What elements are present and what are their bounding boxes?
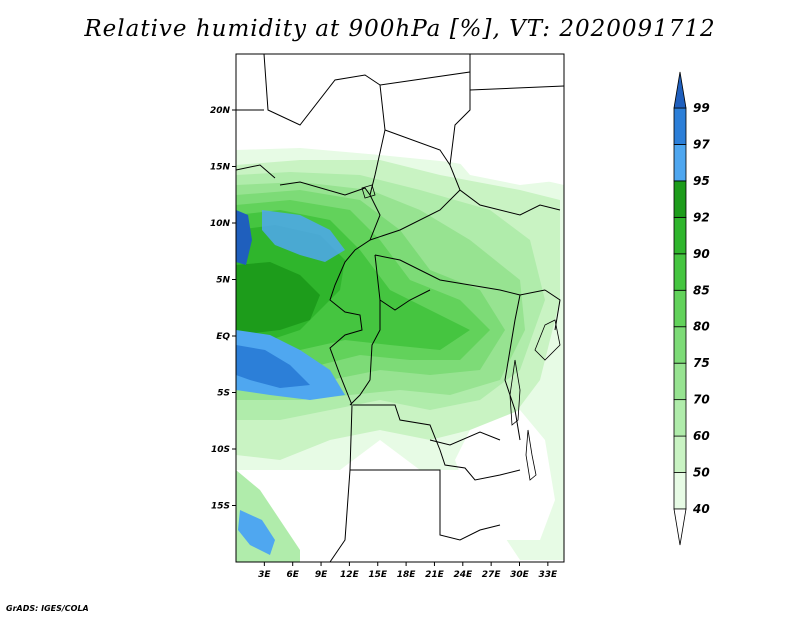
lon-label-4: 15E [368, 570, 388, 580]
chart-title: Relative humidity at 900hPa [%], VT: 202… [84, 16, 716, 42]
lat-label-1: 15N [210, 163, 231, 173]
rh-97-region [236, 345, 310, 388]
rh-92-region [236, 262, 320, 335]
humidity-field [236, 54, 564, 562]
dry-patch-north [440, 130, 564, 185]
rh-95-nigeria [262, 210, 345, 262]
lon-label-1: 6E [286, 570, 299, 580]
colorbar-segment-10 [673, 107, 687, 145]
lon-label-6: 21E [425, 570, 445, 580]
colorbar-segment-7 [673, 216, 687, 255]
colorbar-label-90: 90 [693, 247, 710, 261]
lat-label-5: 5S [217, 389, 230, 399]
colorbar-bottom-arrow [673, 508, 687, 546]
lat-label-4: EQ [216, 332, 230, 342]
rh-sw-blue [238, 510, 275, 555]
lon-label-9: 30E [510, 570, 530, 580]
latitude-axis: 20N 15N 10N 5N EQ 5S 10S 15S [210, 106, 236, 512]
colorbar-label-95: 95 [693, 174, 710, 188]
lon-label-3: 12E [340, 570, 360, 580]
lon-label-2: 9E [315, 570, 328, 580]
colorbar-segment-6 [673, 253, 687, 291]
longitude-axis: 3E 6E 9E 12E 15E 18E 21E 24E 27E 30E 33E [258, 562, 558, 580]
colorbar-label-70: 70 [693, 393, 710, 407]
colorbar-segment-8 [673, 180, 687, 218]
colorbar-segment-4 [673, 326, 687, 364]
colorbar-label-80: 80 [693, 320, 710, 334]
map-frame [235, 53, 565, 563]
colorbar-segment-0 [673, 472, 687, 510]
colorbar-label-85: 85 [693, 283, 710, 297]
colorbar-segment-5 [673, 289, 687, 328]
lon-label-7: 24E [453, 570, 473, 580]
grads-credit: GrADS: IGES/COLA [6, 604, 89, 613]
colorbar-segment-2 [673, 399, 687, 437]
colorbar: 40 50 60 70 75 80 85 90 92 95 97 99 [673, 71, 710, 546]
colorbar-segment-1 [673, 435, 687, 473]
lon-label-0: 3E [258, 570, 271, 580]
colorbar-segment-9 [673, 144, 687, 182]
lat-label-0: 20N [210, 106, 231, 116]
colorbar-label-60: 60 [693, 429, 710, 443]
colorbar-label-97: 97 [693, 137, 710, 151]
colorbar-label-50: 50 [693, 466, 710, 480]
colorbar-label-99: 99 [693, 101, 710, 115]
colorbar-top-arrow [673, 71, 687, 109]
colorbar-segment-3 [673, 362, 687, 401]
colorbar-label-40: 40 [692, 502, 710, 516]
lat-label-3: 5N [216, 276, 230, 286]
colorbar-label-75: 75 [693, 356, 710, 370]
lat-label-2: 10N [210, 219, 231, 229]
lat-label-6: 10S [211, 445, 230, 455]
lon-label-5: 18E [397, 570, 417, 580]
colorbar-label-92: 92 [693, 210, 710, 224]
lon-label-10: 33E [539, 570, 559, 580]
lon-label-8: 27E [482, 570, 502, 580]
lakes [361, 184, 561, 481]
rh-99-region [236, 210, 252, 265]
lat-label-7: 15S [211, 502, 230, 512]
country-borders [236, 54, 564, 562]
